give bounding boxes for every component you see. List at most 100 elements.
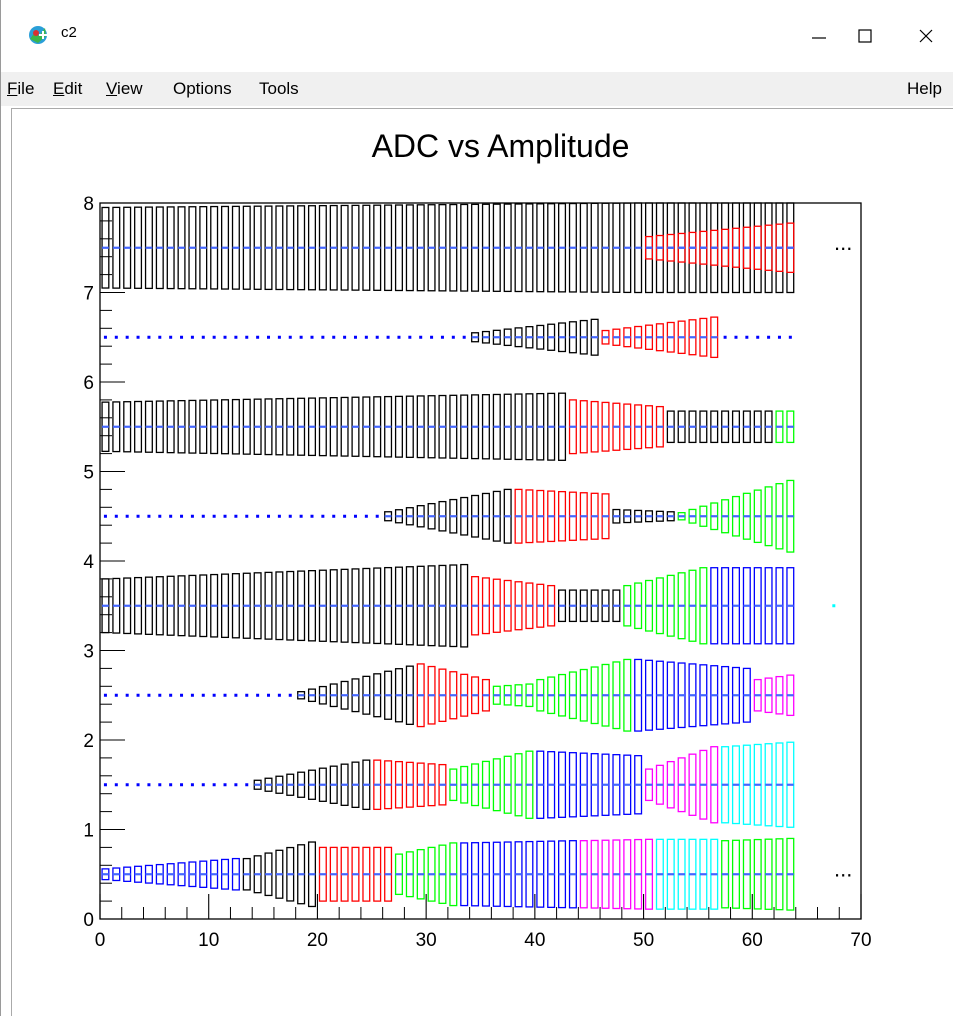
- title-bar[interactable]: c2: [1, 0, 953, 72]
- menu-tools[interactable]: Tools: [259, 79, 299, 98]
- box-dot: [277, 693, 281, 697]
- box-dot: [267, 335, 271, 339]
- box-dot: [245, 514, 249, 518]
- menu-file[interactable]: File: [7, 79, 35, 98]
- menu-edit[interactable]: Edit: [53, 79, 83, 98]
- minimize-button[interactable]: [796, 18, 842, 54]
- plot-frame: [99, 202, 862, 920]
- box-dot: [723, 335, 727, 339]
- box-dot: [364, 335, 368, 339]
- box-dot: [430, 335, 434, 339]
- box-dot: [375, 335, 379, 339]
- box-dot: [343, 335, 347, 339]
- box-dot: [136, 783, 140, 787]
- x-tick-label: 10: [198, 930, 219, 951]
- box-dot: [212, 335, 216, 339]
- box-dot: [234, 693, 238, 697]
- box-dot: [245, 335, 249, 339]
- maximize-icon: [858, 29, 872, 43]
- box-dot: [321, 335, 325, 339]
- box-dot: [234, 335, 238, 339]
- menu-view[interactable]: View: [106, 79, 143, 98]
- box-dot: [169, 783, 173, 787]
- box-dot: [190, 693, 194, 697]
- box-dot: [125, 514, 129, 518]
- chart-title: ADC vs Amplitude: [372, 128, 630, 164]
- box-dot: [299, 335, 303, 339]
- box-dot: [114, 514, 118, 518]
- x-tick-label: 40: [524, 930, 545, 951]
- box-dot: [180, 514, 184, 518]
- box-dot: [223, 693, 227, 697]
- box-dot: [158, 783, 162, 787]
- y-tick-label: 7: [83, 284, 94, 305]
- box-dot: [180, 693, 184, 697]
- box-dot: [451, 335, 455, 339]
- box-dot: [103, 693, 107, 697]
- box-dot: [288, 693, 292, 697]
- box-dot: [114, 335, 118, 339]
- box-dot: [201, 693, 205, 697]
- box-dot: [408, 335, 412, 339]
- box-dot: [364, 514, 368, 518]
- box-dot: [201, 514, 205, 518]
- box-dot: [299, 514, 303, 518]
- box-dot: [147, 335, 151, 339]
- canvas-pad[interactable]: ADC vs Amplitude 0 1 2 3 4 5 6 7 8 0 10 20 30 40 50 60 70…: [11, 108, 953, 1016]
- box-dot: [288, 514, 292, 518]
- x-tick-label: 60: [742, 930, 763, 951]
- y-tick-label: 5: [83, 463, 94, 484]
- box-dot: [234, 783, 238, 787]
- maximize-button[interactable]: [842, 18, 888, 54]
- box-dot: [158, 335, 162, 339]
- box-dot: [223, 514, 227, 518]
- box-dot: [745, 335, 749, 339]
- box-dot: [136, 693, 140, 697]
- box-dot: [201, 783, 205, 787]
- box-dot: [256, 335, 260, 339]
- box-dot: [310, 514, 314, 518]
- box-dot: [212, 693, 216, 697]
- box-dot: [734, 335, 738, 339]
- menu-options[interactable]: Options: [173, 79, 232, 98]
- close-icon: [919, 29, 933, 43]
- y-tick-label: 6: [83, 373, 94, 394]
- x-tick-label: 20: [307, 930, 328, 951]
- box-dot: [245, 693, 249, 697]
- root-app-icon: [27, 24, 49, 46]
- y-tick-label: 4: [83, 552, 94, 573]
- box-dot: [125, 693, 129, 697]
- box-dot: [767, 335, 771, 339]
- menu-help[interactable]: Help: [907, 79, 942, 98]
- box-dot: [277, 514, 281, 518]
- window-title: c2: [61, 24, 77, 41]
- box-dot: [353, 514, 357, 518]
- box-dot: [114, 693, 118, 697]
- chart-svg[interactable]: ADC vs Amplitude 0 1 2 3 4 5 6 7 8 0 10 20 30 40 50 60 70…: [12, 109, 953, 1016]
- box-dot: [190, 783, 194, 787]
- box-dot: [190, 514, 194, 518]
- box-dot: [103, 335, 107, 339]
- box-dot: [788, 335, 792, 339]
- box-dot: [180, 335, 184, 339]
- box-dot: [169, 514, 173, 518]
- box-dot: [114, 783, 118, 787]
- box-dot: [147, 693, 151, 697]
- box-dot: [256, 693, 260, 697]
- box-dot: [223, 783, 227, 787]
- y-tick-label: 8: [83, 194, 94, 215]
- box-dot: [103, 783, 107, 787]
- box-dot: [147, 514, 151, 518]
- box-dot: [245, 783, 249, 787]
- box-dot: [267, 514, 271, 518]
- x-tick-label: 50: [633, 930, 654, 951]
- box-dot: [419, 335, 423, 339]
- box-dot: [332, 514, 336, 518]
- box-dot: [201, 335, 205, 339]
- box-dot: [756, 335, 760, 339]
- box-dot: [169, 335, 173, 339]
- box-dot: [353, 335, 357, 339]
- box-dot: [267, 693, 271, 697]
- close-button[interactable]: [903, 18, 949, 54]
